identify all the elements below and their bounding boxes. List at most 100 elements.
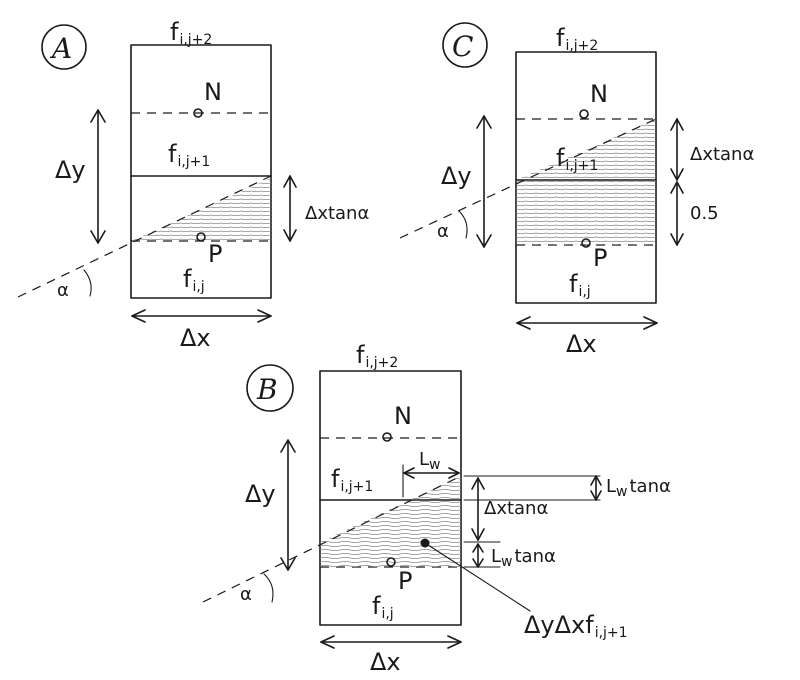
panel-a-node-n bbox=[193, 108, 203, 118]
panel-b-node-p-label: P bbox=[398, 567, 412, 595]
panel-b-f-top: fi,j+2 bbox=[356, 341, 398, 371]
hatch-line bbox=[516, 240, 656, 242]
panel-a-alpha-arc bbox=[83, 269, 92, 297]
hatch-line bbox=[516, 236, 656, 238]
panel-c-dxtan-label: Δxtanα bbox=[690, 144, 754, 165]
panel-c-dx-arrowhead-right bbox=[643, 316, 658, 330]
hatch-line bbox=[516, 140, 656, 142]
hatch-line bbox=[516, 152, 656, 154]
panel-c-column bbox=[515, 51, 657, 304]
hatch-line bbox=[516, 212, 656, 214]
panel-c-half-label: 0.5 bbox=[690, 203, 719, 224]
hatch-line bbox=[516, 180, 656, 182]
panel-a-circle bbox=[41, 24, 87, 70]
hatch-line bbox=[131, 214, 271, 216]
hatch-line bbox=[516, 148, 656, 150]
panel-a-dxtan-arrowhead-up bbox=[283, 175, 297, 188]
panel-b-dy-arrowhead-up bbox=[280, 439, 296, 453]
hatch-line bbox=[131, 234, 271, 236]
hatch-line bbox=[516, 196, 656, 198]
hatch-line bbox=[131, 178, 271, 180]
panel-b-pointer-line bbox=[424, 542, 531, 612]
panel-c-half-arrowhead-up bbox=[670, 181, 684, 194]
hatch-line bbox=[320, 537, 461, 539]
panel-a-node-p-label: P bbox=[208, 240, 222, 268]
panel-c-dxtan-arrowhead-up bbox=[670, 118, 684, 131]
panel-a: A α N P fi,j+2 fi,j+1 fi,j Δy Δxtanα Δx bbox=[17, 18, 369, 352]
hatch-line bbox=[320, 517, 461, 519]
panel-c-node-n bbox=[579, 109, 589, 119]
panel-a-dxtan-arrowhead-down bbox=[283, 229, 297, 242]
panel-b-f-bot: fi,j bbox=[372, 592, 394, 622]
hatch-line bbox=[131, 206, 271, 208]
panel-c-dy-arrowhead-down bbox=[476, 234, 492, 248]
panel-c-alpha-arc bbox=[458, 210, 468, 239]
hatch-line bbox=[516, 124, 656, 126]
hatch-line bbox=[516, 176, 656, 178]
panel-c-node-n-label: N bbox=[590, 80, 608, 108]
panel-b: B α N P fi,j+2 fi,j+1 fi,j Δy Lw bbox=[202, 341, 671, 676]
panel-c-dy-arrowhead-up bbox=[476, 115, 492, 129]
panel-c-f-mid: fi,j+1 bbox=[556, 144, 598, 174]
panel-a-node-p bbox=[196, 232, 206, 242]
hatch-line bbox=[131, 222, 271, 224]
panel-b-dx-arrowhead-left bbox=[320, 635, 335, 649]
hatch-line bbox=[516, 132, 656, 134]
hatch-line bbox=[320, 521, 461, 523]
panel-c-dx-label: Δx bbox=[566, 330, 597, 358]
panel-b-pointer-label: ΔyΔxfi,j+1 bbox=[524, 611, 628, 641]
panel-a-letter: A bbox=[49, 32, 72, 65]
panel-b-alpha-arc bbox=[263, 573, 274, 603]
hatch-line bbox=[516, 200, 656, 202]
panel-a-f-bot: fi,j bbox=[183, 265, 205, 295]
hatch-line bbox=[516, 224, 656, 226]
panel-b-lw-label: Lw bbox=[419, 449, 440, 473]
panel-a-node-n-label: N bbox=[204, 78, 222, 106]
hatch-line bbox=[516, 184, 656, 186]
panel-a-dx-label: Δx bbox=[180, 324, 211, 352]
hatch-line bbox=[320, 557, 461, 559]
panel-b-f-mid: fi,j+1 bbox=[331, 465, 373, 495]
hatch-line bbox=[320, 501, 461, 503]
hatch-line bbox=[131, 202, 271, 204]
hatch-line bbox=[516, 216, 656, 218]
hatch-line bbox=[131, 194, 271, 196]
hatch-line bbox=[320, 541, 461, 543]
hatch-line bbox=[320, 545, 461, 547]
panel-b-dxtan-arrowhead-down bbox=[471, 528, 485, 541]
hatch-line bbox=[516, 144, 656, 146]
panel-a-dy-arrowhead-down bbox=[90, 230, 106, 244]
panel-a-f-top: fi,j+2 bbox=[170, 18, 212, 48]
hatch-line bbox=[320, 569, 470, 570]
hatch-line bbox=[131, 198, 271, 200]
hatch-line bbox=[131, 238, 271, 240]
panel-a-dy-arrowhead-up bbox=[90, 109, 106, 123]
panel-c-node-p-label: P bbox=[593, 244, 607, 272]
panel-b-lwtan-top-arrowhead-up bbox=[590, 475, 602, 486]
panel-b-node-p bbox=[386, 557, 396, 567]
hatch-line bbox=[516, 228, 656, 230]
panel-a-column bbox=[130, 44, 272, 299]
panel-b-circle bbox=[246, 364, 294, 412]
panel-a-interface-line bbox=[17, 175, 272, 298]
panel-b-dy-label: Δy bbox=[245, 480, 276, 508]
hatch-line bbox=[320, 565, 461, 567]
hatch-line bbox=[320, 513, 461, 515]
hatch-line bbox=[131, 190, 271, 192]
hatch-line bbox=[320, 553, 461, 555]
panel-b-node-n bbox=[382, 432, 392, 442]
hatch-line bbox=[320, 529, 461, 531]
panel-b-dy-arrowhead-down bbox=[280, 557, 296, 571]
panel-c-circle bbox=[442, 22, 488, 68]
panel-b-lwtan-bot-arrowhead-up bbox=[472, 543, 484, 553]
hatch-line bbox=[131, 210, 271, 212]
hatch-line bbox=[320, 505, 461, 507]
panel-b-lw-arrowhead-left bbox=[403, 467, 415, 479]
hatch-line bbox=[320, 549, 461, 551]
hatch-line bbox=[131, 218, 271, 220]
panel-b-alpha: α bbox=[240, 584, 252, 605]
hatch-line bbox=[320, 497, 461, 499]
panel-c-dy-label: Δy bbox=[441, 162, 472, 190]
